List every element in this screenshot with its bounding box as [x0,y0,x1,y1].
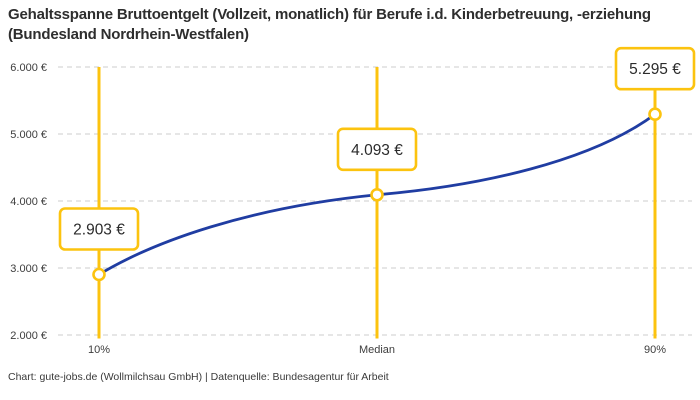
chart-attribution: Chart: gute-jobs.de (Wollmilchsau GmbH) … [8,371,389,383]
value-label-box [614,46,696,91]
y-axis-tick-label: 2.000 € [10,330,47,342]
x-axis-tick-label: Median [359,344,395,356]
data-point-marker [648,107,662,122]
y-axis-tick-label: 6.000 € [10,62,47,74]
value-label-box [336,127,418,172]
x-axis-tick-label: 10% [88,344,110,356]
chart-title: Gehaltsspanne Bruttoentgelt (Vollzeit, m… [8,6,651,43]
x-axis-tick-label: 90% [644,344,666,356]
value-label: 2.903 € [73,221,125,238]
value-label-box [58,207,140,251]
y-axis-tick-label: 4.000 € [10,196,47,208]
value-label: 4.093 € [351,142,403,159]
data-point-marker [370,187,384,202]
data-point-marker [92,267,106,282]
value-label: 5.295 € [629,61,681,78]
y-axis-tick-label: 3.000 € [10,263,47,275]
y-axis-tick-label: 5.000 € [10,129,47,141]
